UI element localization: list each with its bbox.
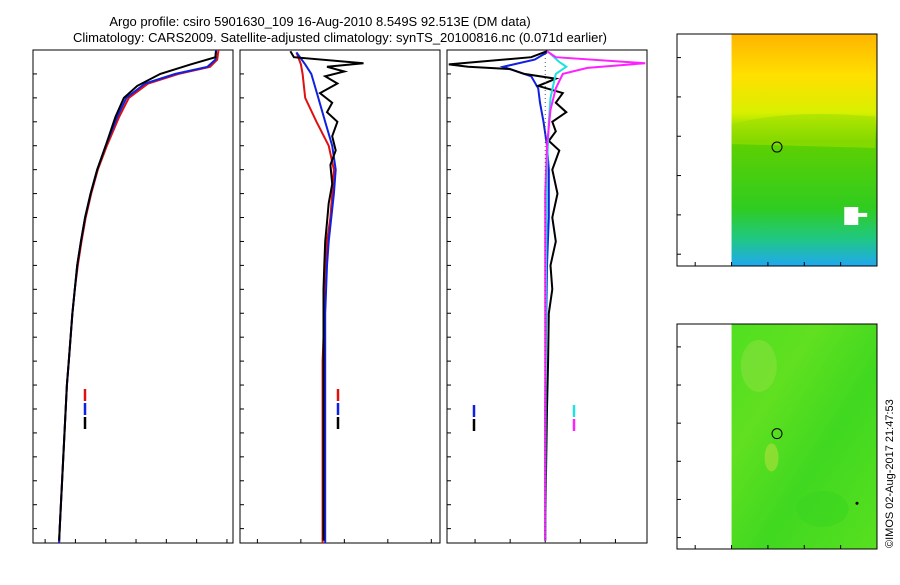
figure-title-line1: Argo profile: csiro 5901630_109 16-Aug-2… <box>109 14 530 29</box>
figure-title-line2: Climatology: CARS2009. Satellite-adjuste… <box>73 30 607 45</box>
sla_map-axes-frame <box>676 323 878 550</box>
sla-anomaly-patch <box>740 339 777 392</box>
salinity-series-black <box>289 50 364 541</box>
difference-series-magenta <box>544 50 646 541</box>
temperature-panel <box>32 49 234 544</box>
sla-map-panel <box>676 323 878 550</box>
difference-panel <box>446 49 648 544</box>
sst-frontal-band <box>731 113 876 149</box>
sla-anomaly-patch <box>764 443 779 472</box>
sst_map-axes-frame <box>676 33 878 267</box>
salinity-series-blue <box>295 51 337 543</box>
temperature-series-black <box>58 51 217 541</box>
difference-series-black <box>448 50 568 541</box>
argo-float-marker <box>771 428 783 440</box>
imos-timestamp: ©IMOS 02-Aug-2017 21:47:53 <box>884 399 896 548</box>
sst-cloud-gap <box>855 212 868 217</box>
sst-cloud-gap <box>844 207 859 226</box>
sla-anomaly-patch <box>796 490 849 527</box>
sst-map-panel <box>676 33 878 267</box>
sla-dot <box>855 501 859 505</box>
sst_map-field <box>731 34 877 266</box>
argo-float-marker <box>771 141 783 153</box>
salinity-axes-frame <box>239 49 441 544</box>
difference-series-cyan <box>544 51 569 541</box>
salinity-panel <box>239 49 441 544</box>
temperature-axes-frame <box>32 49 234 544</box>
